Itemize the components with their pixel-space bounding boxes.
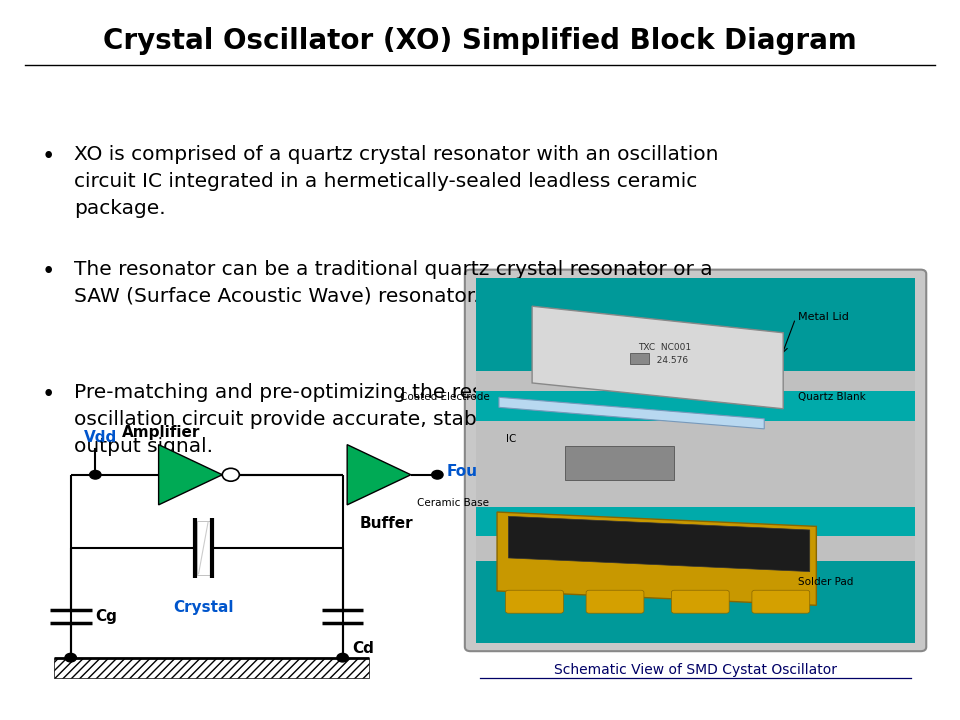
Text: Cd: Cd [352,641,374,656]
Bar [476,278,915,642]
Text: Coated Electrode: Coated Electrode [399,392,490,402]
Text: The resonator can be a traditional quartz crystal resonator or a
SAW (Surface Ac: The resonator can be a traditional quart… [75,260,713,306]
Text: •: • [41,383,55,406]
Text: 24.576: 24.576 [651,356,688,364]
FancyBboxPatch shape [506,590,564,613]
Text: XO is comprised of a quartz crystal resonator with an oscillation
circuit IC int: XO is comprised of a quartz crystal reso… [75,145,719,218]
Bar [476,507,915,536]
Text: Buffer: Buffer [359,516,413,531]
FancyBboxPatch shape [465,269,926,651]
FancyBboxPatch shape [752,590,809,613]
FancyBboxPatch shape [587,590,644,613]
Text: Crystal Oscillator (XO) Simplified Block Diagram: Crystal Oscillator (XO) Simplified Block… [103,27,857,55]
Polygon shape [532,306,783,409]
Text: Pre-matching and pre-optimizing the resonator and the
oscillation circuit provid: Pre-matching and pre-optimizing the reso… [75,383,708,456]
Text: •: • [41,260,55,282]
Circle shape [223,468,239,481]
Text: Fout: Fout [446,464,485,480]
Polygon shape [497,512,816,606]
Circle shape [65,653,77,662]
Bar [565,446,674,480]
Text: Crystal: Crystal [173,600,233,615]
Text: Schematic View of SMD Cystat Oscillator: Schematic View of SMD Cystat Oscillator [554,663,837,677]
Text: Solder Pad: Solder Pad [799,577,853,588]
Text: IC: IC [506,434,516,444]
Text: Quartz Blank: Quartz Blank [799,392,866,402]
Polygon shape [158,445,223,505]
Polygon shape [499,397,764,429]
Text: Metal Lid: Metal Lid [799,312,850,322]
Text: Ceramic Base: Ceramic Base [418,498,490,508]
Bar [630,353,649,364]
Circle shape [89,470,101,479]
Text: •: • [41,145,55,168]
Polygon shape [509,516,809,572]
Circle shape [432,470,444,479]
Text: Amplifier: Amplifier [122,426,200,441]
Bar [476,391,915,421]
FancyBboxPatch shape [671,590,730,613]
Circle shape [337,653,348,662]
Text: Vdd: Vdd [84,430,117,445]
Text: TXC  NC001: TXC NC001 [638,343,691,352]
Bar [197,521,210,575]
Bar [476,371,915,561]
Polygon shape [348,445,411,505]
Text: Cg: Cg [95,608,117,624]
Bar [54,657,370,678]
